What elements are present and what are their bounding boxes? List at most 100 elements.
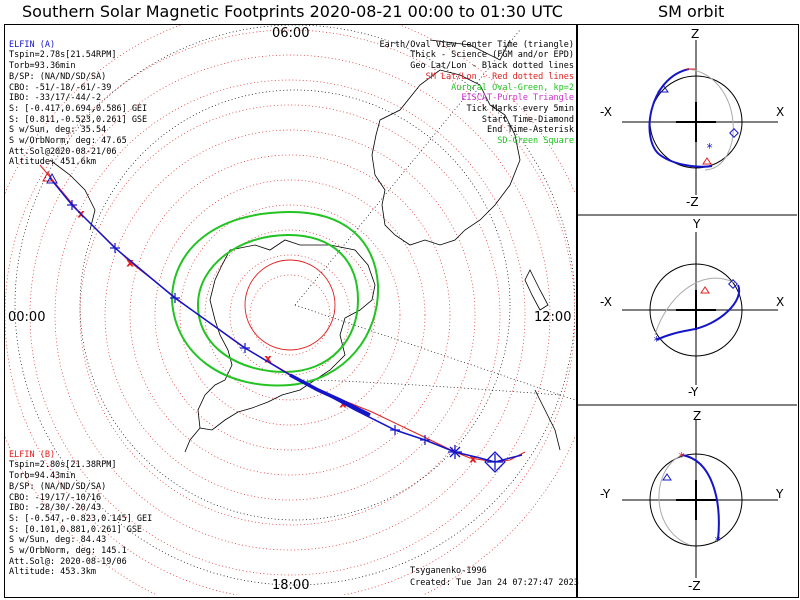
elfin-b-line: S: [0.101,0.881,0.261] GSE [9,524,143,535]
orbit-panel-xz: * [622,40,778,195]
geo-lat-circle [79,89,511,521]
elfin-b-tick: x [265,354,271,365]
legend: Earth/Oval View Center Time (triangle) Th… [380,29,574,157]
created-timestamp: Created: Tue Jan 24 07:27:47 2023 [410,578,579,588]
elfin-a-end-asterisk [448,445,462,459]
sm-lat-circle [54,79,526,551]
sm-orbit-panel [576,24,799,598]
elfin-a-line: B/SP: (NA/ND/SD/SA) [9,71,107,82]
elfin-a-line: S w/OrbNorm, deg: 47.65 [9,136,127,147]
auroral-oval-outer [170,210,380,387]
legend-entry: Start Time-Diamond [481,114,574,125]
antarctica-coast [197,239,376,431]
footprint-map-panel [4,24,578,598]
elfin-a-line: CBO: -51/-18/-61/-39 [9,82,112,93]
sm-lat-circle [154,179,426,451]
svg-text:*: * [706,141,713,155]
legend-entry: EISCAT-Purple Triangle [461,93,574,104]
credit: Tsyganenko-1996 [410,566,487,576]
elfin-a-info: ELFIN (A) Tspin=2.78s[21.54RPM] Torb=93.36… [9,29,147,179]
sm-lat-circle [249,274,331,356]
elfin-a-tick [240,343,250,353]
orbit-panel-xy: * [622,232,778,385]
axis-label: Y [775,487,784,501]
elfin-a-line: S: [0.811,-0.523,0.261] GSE [9,114,148,125]
geo-lat-circle [14,25,575,586]
axis-label: -Y [688,385,699,399]
svg-text:*: * [714,534,721,548]
elfin-a-line: S: [-0.417,0.694,0.586] GEI [9,103,148,114]
sm-lat-circle [104,129,476,501]
elfin-b-line: IBO: -28/30/-20/43 [9,503,102,514]
elfin-a-science-segment [289,373,371,417]
axis-label: Z [691,27,699,41]
elfin-b-line: B/SP: (NA/ND/SD/SA) [9,481,107,492]
elfin-a-line: IBO: -33/17/-44/-2 [9,93,102,104]
axis-label: X [776,295,784,309]
elfin-b-line: Torb=94.43min [9,471,76,482]
elfin-a-start-diamond [484,451,506,473]
elfin-a-tick [67,200,77,210]
legend-entry: Auroral Oval-Green, kp=2 [451,82,574,93]
australia-coast [371,69,521,246]
sm-pole-circle [244,259,336,351]
axis-label: -Z [688,579,701,593]
time-label-right: 12:00 [534,310,572,325]
elfin-a-line: Altitude: 451.6km [9,157,96,168]
elfin-b-tick: x [470,454,476,465]
sm-lat-circle [179,204,401,426]
orbit-track-blue [656,284,741,341]
new-zealand-coast [524,269,549,311]
elfin-b-line: S w/OrbNorm, deg: 145.1 [9,546,127,557]
sm-lat-circle [29,54,551,576]
sm-lat-circle [79,104,501,526]
orbit-panel-yz: * * [622,420,778,578]
sm-lat-circle [129,154,451,476]
axis-label: X [776,105,784,119]
page-title: Southern Solar Magnetic Footprints 2020-… [22,2,563,21]
legend-entry: Earth/Oval View Center Time (triangle) [379,39,574,50]
orbit-title: SM orbit [658,2,725,21]
elfin-a-line: Torb=93.36min [9,61,76,72]
elfin-a-tick [110,243,120,253]
elfin-b-line: Tspin=2.80s[21.38RPM] [9,460,117,471]
elfin-b-line: S w/Sun, deg: 84.43 [9,535,107,546]
elfin-a-line: Att.Sol@2020-08-21/06 [9,146,117,157]
axis-label: -X [600,105,612,119]
axis-label: Y [692,217,701,231]
time-label-top: 06:00 [272,26,310,41]
geo-lon-line [294,304,575,401]
time-label-bottom: 18:00 [272,578,310,593]
legend-entry: Thick - Science (FGM and/or EPD) [410,50,574,61]
elfin-b-line: Att.Sol@: 2020-08-19/06 [9,556,127,567]
elfin-a-track [49,177,523,463]
elfin-a-tick [420,435,430,445]
orbit-track-grey [688,68,734,171]
orbit-track-grey [654,277,736,336]
elfin-b-line: S: [-0.547,-0.823,0.145] GEI [9,513,153,524]
svg-text:*: * [678,450,685,464]
elfin-b-tick: x [340,399,346,410]
antarctic-peninsula-coast [184,427,201,453]
legend-entry: End Time-Asterisk [487,125,574,136]
orbit-track-grey [658,454,691,546]
elfin-b-tick: x [127,258,133,269]
svg-text:*: * [653,334,660,348]
axis-label: -Y [600,487,611,501]
elfin-b-line: Altitude: 453.3km [9,567,96,578]
axis-label: -X [600,295,612,309]
indonesia-coast [429,39,511,61]
elfin-a-start-triangle [46,172,58,184]
africa-coast [49,159,96,231]
axis-label: -Z [686,195,699,209]
elfin-a-line: S w/Sun, deg: 35.54 [9,125,107,136]
legend-entry: Geo Lat/Lon - Black dotted lines [410,61,574,72]
elfin-b-line: CBO: -19/17/-10/16 [9,492,102,503]
elfin-a-tick [170,293,180,303]
geo-lon-line [299,379,561,396]
elfin-b-name: ELFIN (B) [9,449,56,460]
elfin-a-tick [390,425,400,435]
orbit-track-blue [648,68,713,168]
